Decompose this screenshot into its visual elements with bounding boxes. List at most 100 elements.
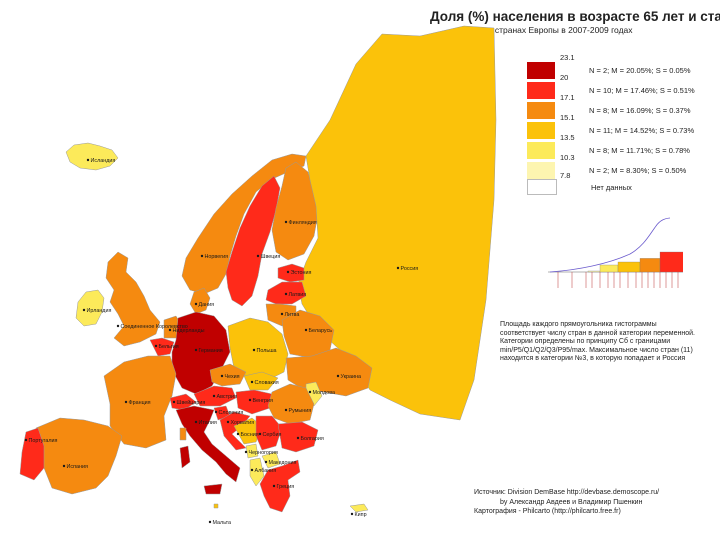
capital-dot — [244, 450, 248, 454]
legend-threshold: 15.1 — [560, 113, 575, 122]
country-label-poland: Польша — [257, 348, 277, 354]
capital-dot — [284, 292, 288, 296]
legend-swatch-2 — [527, 82, 555, 99]
histogram-bar — [659, 251, 683, 273]
country-cyprus[interactable] — [349, 503, 369, 513]
capital-dot — [168, 328, 172, 332]
country-label-bulgaria: Болгария — [301, 436, 324, 442]
legend-stat: N = 10; M = 17.46%; S = 0.51% — [589, 86, 695, 95]
country-label-croatia: Хорватия — [231, 420, 255, 426]
map-subtitle: в странах Европы в 2007-2009 годах — [488, 25, 633, 35]
histogram-bar — [617, 261, 641, 273]
legend-threshold: 20 — [560, 73, 569, 82]
country-malta[interactable] — [213, 503, 219, 509]
country-label-iceland: Исландия — [91, 158, 116, 164]
country-label-italy: Италия — [199, 420, 217, 426]
country-label-estonia: Эстония — [291, 270, 312, 276]
country-label-russia: Россия — [401, 266, 419, 272]
country-slovakia[interactable] — [243, 371, 279, 391]
capital-dot — [248, 398, 252, 402]
capital-dot — [296, 436, 300, 440]
legend-swatch-1 — [527, 62, 555, 79]
map-title: Доля (%) населения в возрасте 65 лет и с… — [430, 9, 720, 24]
country-label-albania: Албания — [255, 468, 277, 474]
country-macedonia[interactable] — [261, 451, 281, 469]
country-italy[interactable] — [175, 405, 241, 483]
country-ireland[interactable] — [75, 289, 105, 327]
capital-dot — [124, 400, 128, 404]
country-label-norway: Норвегия — [205, 254, 229, 260]
capital-dot — [304, 328, 308, 332]
country-greece[interactable] — [259, 459, 301, 513]
country-spain[interactable] — [35, 417, 123, 495]
country-czechia[interactable] — [209, 363, 247, 387]
country-portugal[interactable] — [19, 427, 45, 481]
country-label-hungary: Венгрия — [253, 398, 274, 404]
country-label-bosnia: Босния — [241, 432, 259, 438]
country-switzerland[interactable] — [169, 393, 197, 411]
country-label-slovenia: Словения — [219, 410, 244, 416]
capital-dot — [200, 254, 204, 258]
country-romania[interactable] — [267, 383, 315, 425]
country-uk[interactable] — [105, 251, 161, 347]
country-iceland[interactable] — [65, 142, 119, 171]
legend-threshold: 10.3 — [560, 153, 575, 162]
country-denmark[interactable] — [189, 287, 211, 315]
capital-dot — [194, 302, 198, 306]
country-serbia[interactable] — [255, 415, 283, 451]
histogram-curve — [549, 217, 671, 273]
capital-dot — [280, 312, 284, 316]
legend-threshold: 23.1 — [560, 53, 575, 62]
country-estonia[interactable] — [277, 263, 305, 283]
legend-stat: N = 8; M = 16.09%; S = 0.37% — [589, 106, 691, 115]
histogram — [548, 217, 683, 288]
capital-dot — [250, 468, 254, 472]
country-belgium[interactable] — [149, 337, 175, 357]
histogram-bar — [639, 258, 661, 273]
country-label-moldova: Молдова — [313, 390, 336, 396]
histogram-bar — [599, 264, 619, 273]
capital-dot — [258, 432, 262, 436]
country-label-macedonia: Македония — [269, 460, 297, 466]
country-france[interactable] — [103, 355, 177, 449]
country-sweden[interactable] — [225, 175, 281, 307]
capital-dot — [208, 520, 212, 524]
country-label-ireland: Ирландия — [87, 308, 112, 314]
country-poland[interactable] — [227, 317, 289, 381]
histogram-bar — [587, 270, 601, 273]
country-label-slovakia: Словакия — [255, 380, 279, 386]
country-label-germany: Германия — [199, 348, 223, 354]
capital-dot — [236, 432, 240, 436]
country-label-austria: Австрия — [217, 394, 238, 400]
country-albania[interactable] — [249, 457, 265, 487]
capital-dot — [284, 408, 288, 412]
capital-dot — [284, 220, 288, 224]
island-sicily — [203, 483, 223, 495]
legend-swatch-5 — [527, 142, 555, 159]
source-block: Источник: Division DemBase http://devbas… — [474, 488, 714, 517]
country-label-serbia: Сербия — [263, 432, 282, 438]
country-label-belarus: Беларусь — [309, 328, 333, 334]
capital-dot — [396, 266, 400, 270]
country-label-lithuania: Литва — [285, 312, 300, 318]
source-cartography: Картография - Philcarto (http://philcart… — [474, 508, 621, 515]
island-corsica — [179, 427, 187, 441]
country-label-ukraine: Украина — [341, 374, 362, 380]
capital-dot — [350, 512, 354, 516]
country-label-latvia: Латвия — [289, 292, 307, 298]
country-label-spain: Испания — [67, 464, 88, 470]
legend-stat: N = 2; M = 20.05%; S = 0.05% — [589, 66, 691, 75]
country-montenegro[interactable] — [245, 443, 259, 459]
capital-dot — [252, 348, 256, 352]
legend-stat: N = 8; M = 11.71%; S = 0.78% — [589, 146, 690, 155]
country-label-portugal: Португалия — [29, 438, 58, 444]
country-label-switzerland: Швейцария — [177, 399, 206, 406]
capital-dot — [82, 308, 86, 312]
legend-nodata-label: Нет данных — [591, 183, 632, 192]
legend-stat: N = 11; M = 14.52%; S = 0.73% — [589, 126, 695, 135]
country-russia[interactable] — [297, 25, 497, 421]
capital-dot — [256, 254, 260, 258]
capital-dot — [214, 410, 218, 414]
island-sardinia — [179, 445, 191, 469]
